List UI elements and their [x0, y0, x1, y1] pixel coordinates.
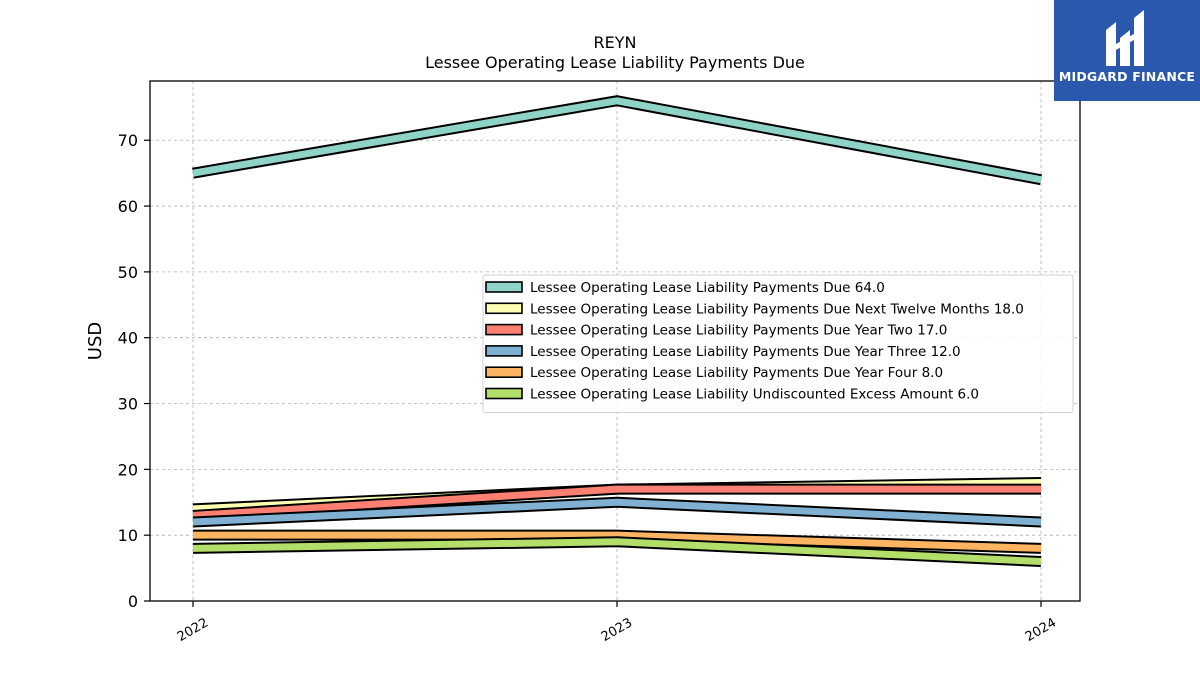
legend-label: Lessee Operating Lease Liability Payment…	[530, 301, 1024, 317]
x-axis-ticks: 2022 2023 2024	[175, 601, 1059, 645]
legend: Lessee Operating Lease Liability Payment…	[482, 274, 1074, 413]
y-tick-label: 10	[118, 526, 138, 545]
series-lines	[192, 95, 1043, 568]
y-axis-ticks: 0 10 20 30 40 50 60 70	[118, 131, 150, 611]
legend-label: Lessee Operating Lease Liability Payment…	[530, 323, 947, 339]
y-tick-label: 40	[118, 329, 138, 348]
series-line-fill	[192, 538, 1042, 566]
legend-label: Lessee Operating Lease Liability Payment…	[530, 344, 961, 360]
legend-item: Lessee Operating Lease Liability Undisco…	[485, 387, 979, 403]
y-tick-label: 20	[118, 460, 138, 479]
series-line-4	[192, 496, 1042, 528]
x-tick-label: 2023	[599, 615, 635, 645]
chart-subtitle: Lessee Operating Lease Liability Payment…	[425, 53, 805, 72]
series-line-5	[193, 529, 1042, 554]
legend-swatch	[485, 345, 523, 357]
chart-title: REYN	[594, 33, 637, 52]
y-tick-label: 60	[118, 197, 138, 216]
y-tick-label: 0	[128, 592, 138, 611]
legend-label: Lessee Operating Lease Liability Undisco…	[530, 387, 979, 403]
legend-swatch	[485, 323, 523, 336]
x-tick-label: 2022	[175, 615, 211, 645]
legend-item: Lessee Operating Lease Liability Payment…	[485, 344, 961, 360]
legend-frame	[482, 274, 1074, 413]
y-tick-label: 50	[118, 263, 138, 282]
legend-swatch	[485, 281, 523, 293]
legend-label: Lessee Operating Lease Liability Payment…	[530, 365, 943, 381]
logo-text: MIDGARD FINANCE	[1058, 69, 1196, 84]
legend-item: Lessee Operating Lease Liability Payment…	[485, 301, 1024, 317]
legend-label: Lessee Operating Lease Liability Payment…	[530, 280, 885, 296]
legend-swatch	[485, 366, 523, 379]
legend-item: Lessee Operating Lease Liability Payment…	[485, 323, 947, 339]
legend-swatch	[485, 302, 523, 315]
plot-area-frame	[149, 80, 1081, 602]
midgard-finance-logo: MIDGARD FINANCE	[1054, 0, 1200, 101]
series-line-fill	[192, 97, 1042, 184]
series-line-fill	[192, 485, 1041, 519]
legend-item: Lessee Operating Lease Liability Payment…	[485, 280, 885, 296]
y-tick-label: 30	[118, 395, 138, 414]
legend-swatch	[485, 387, 523, 400]
y-tick-label: 70	[118, 131, 138, 150]
series-line-3	[192, 483, 1041, 521]
series-line-fill	[192, 498, 1042, 526]
legend-item: Lessee Operating Lease Liability Payment…	[485, 365, 943, 381]
midgard-logo-icon	[1106, 10, 1144, 66]
series-line-6	[192, 536, 1042, 568]
series-line-1	[192, 95, 1043, 186]
y-axis-label: USD	[85, 322, 106, 360]
x-tick-label: 2024	[1023, 615, 1059, 645]
series-line-fill	[193, 531, 1042, 552]
